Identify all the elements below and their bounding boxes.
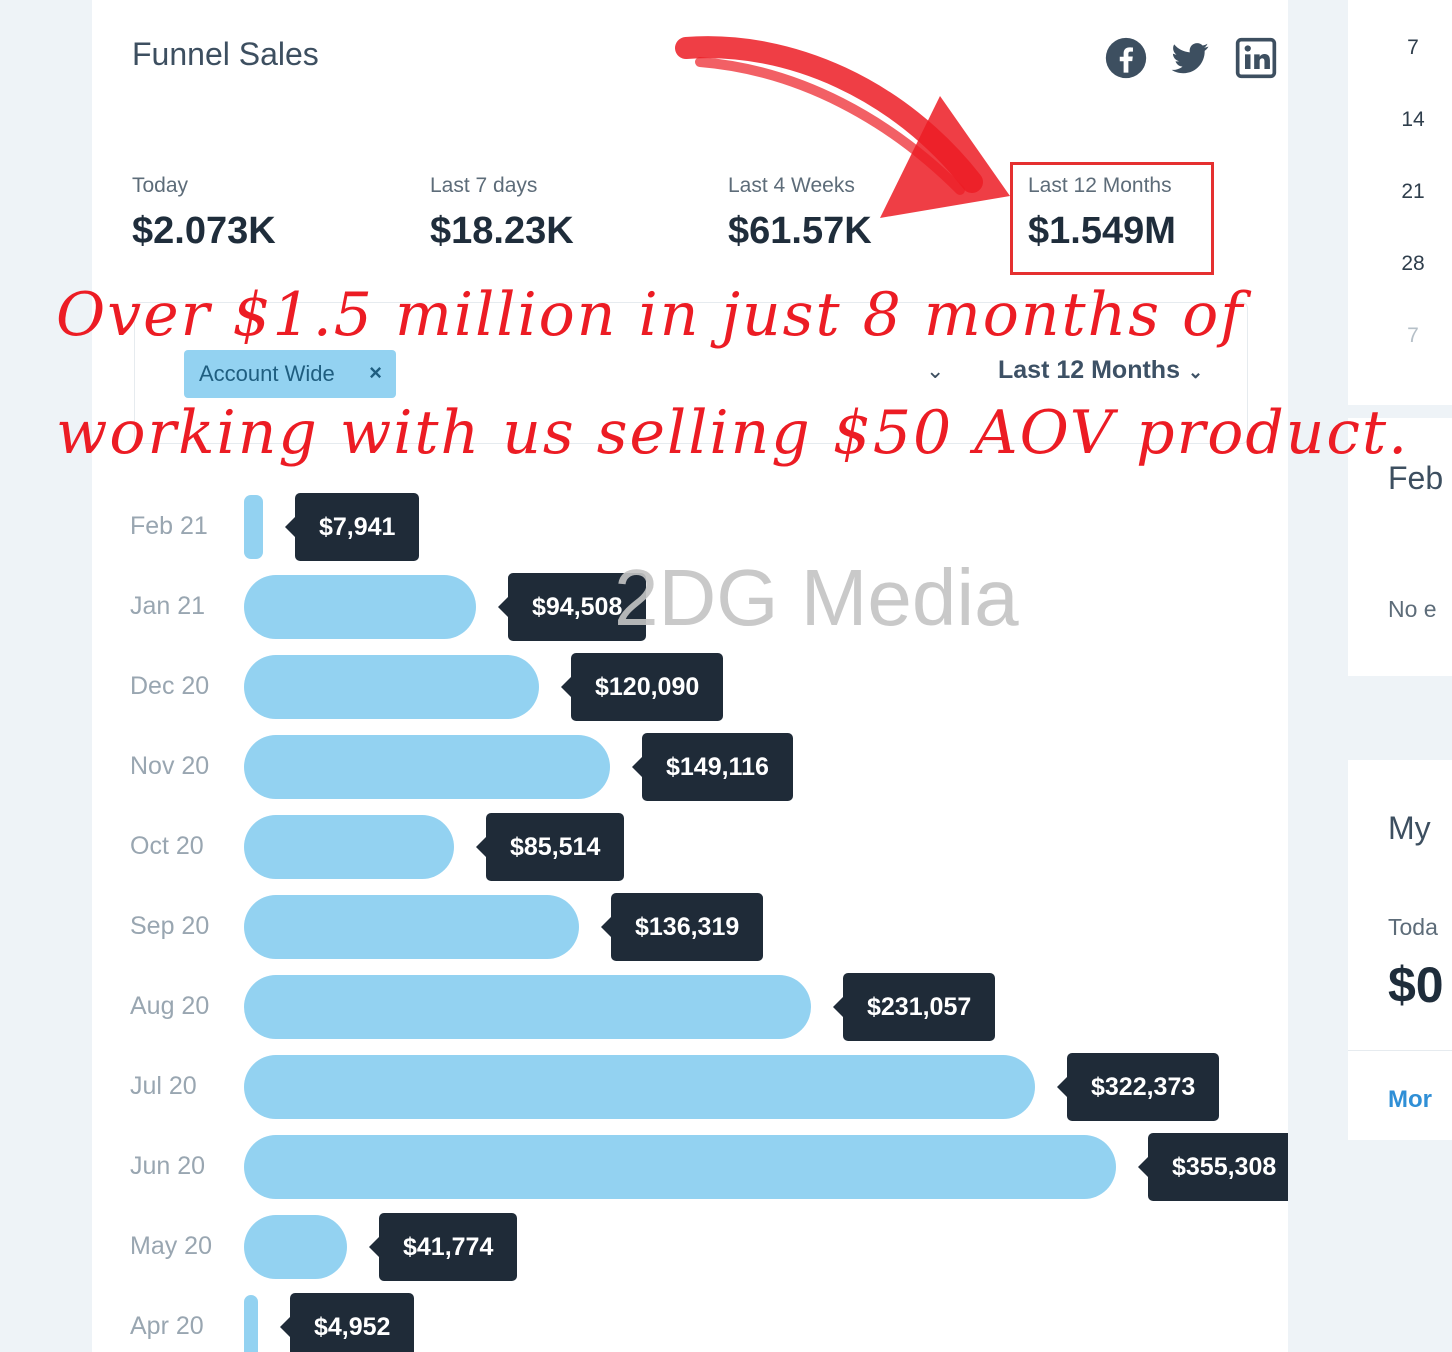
- panel-divider: [1348, 1050, 1452, 1051]
- bar-value-label: $149,116: [632, 733, 793, 801]
- stat-label: Last 4 Weeks: [728, 174, 855, 197]
- chevron-down-icon[interactable]: ⌄: [926, 358, 945, 383]
- bar-value-label: $355,308: [1137, 1133, 1288, 1201]
- bar-label: Oct 20: [130, 832, 204, 860]
- bar[interactable]: [244, 1295, 258, 1352]
- more-link[interactable]: Mor: [1388, 1086, 1432, 1113]
- annotation-line-1: Over $1.5 million in just 8 months of: [56, 280, 1245, 350]
- stat-label: Last 7 days: [430, 174, 538, 197]
- period-label: Last 12 Months: [998, 356, 1180, 384]
- stat-label: Last 12 Months: [1028, 174, 1172, 197]
- bar-value-label: $136,319: [600, 893, 764, 961]
- bar-value-label: $322,373: [1056, 1053, 1220, 1121]
- widget-stat-value: $0: [1388, 957, 1444, 1013]
- events-panel: [1348, 418, 1452, 676]
- twitter-icon[interactable]: [1168, 36, 1212, 80]
- bar[interactable]: [244, 735, 610, 799]
- bar-value-label: $231,057: [832, 973, 996, 1041]
- chip-label: Account Wide: [199, 361, 335, 386]
- account-wide-chip[interactable]: Account Wide ×: [184, 350, 396, 398]
- bar-label: Jul 20: [130, 1072, 197, 1100]
- bar-value-label: $85,514: [475, 813, 625, 881]
- calendar-day[interactable]: 7: [1407, 324, 1419, 347]
- bar-label: Dec 20: [130, 672, 210, 700]
- period-dropdown[interactable]: Last 12 Months ⌄: [998, 356, 1203, 385]
- bar[interactable]: [244, 895, 579, 959]
- chip-remove-icon[interactable]: ×: [369, 360, 382, 385]
- stat-last-12-months: Last 12 Months $1.549M: [1028, 174, 1176, 253]
- bar-value-label: $7,941: [284, 493, 420, 561]
- stat-value: $2.073K: [132, 210, 276, 252]
- calendar-day[interactable]: 14: [1401, 108, 1425, 131]
- calendar-day[interactable]: 7: [1407, 36, 1419, 59]
- my-widget-panel: [1348, 760, 1452, 1140]
- stat-last-4-weeks: Last 4 Weeks $61.57K: [728, 174, 872, 253]
- bar-value-label: $41,774: [368, 1213, 518, 1281]
- events-month: Feb: [1388, 460, 1444, 496]
- stat-value: $1.549M: [1028, 210, 1176, 252]
- calendar-day[interactable]: 21: [1401, 180, 1425, 203]
- filter-bar: [134, 302, 1248, 444]
- bar[interactable]: [244, 1135, 1116, 1199]
- bar-label: Apr 20: [130, 1312, 204, 1340]
- bar-value-label: $4,952: [279, 1293, 415, 1352]
- facebook-icon[interactable]: [1104, 36, 1148, 80]
- watermark: 2DG Media: [614, 553, 1019, 642]
- bar[interactable]: [244, 1215, 347, 1279]
- no-events-text: No e: [1388, 596, 1437, 622]
- linkedin-icon[interactable]: [1234, 36, 1278, 80]
- bar[interactable]: [244, 575, 476, 639]
- bar[interactable]: [244, 495, 263, 559]
- bar-label: Nov 20: [130, 752, 210, 780]
- bar[interactable]: [244, 1055, 1035, 1119]
- stat-value: $18.23K: [430, 210, 574, 252]
- bar-value-label: $120,090: [560, 653, 724, 721]
- annotation-line-2: working with us selling $50 AOV product.: [56, 398, 1410, 468]
- bar-value-label: $94,508: [497, 573, 647, 641]
- bar-label: Sep 20: [130, 912, 210, 940]
- card-title: Funnel Sales: [132, 36, 319, 72]
- bar[interactable]: [244, 655, 539, 719]
- bar-label: Aug 20: [130, 992, 210, 1020]
- bar-label: Feb 21: [130, 512, 208, 540]
- widget-stat-label: Toda: [1388, 914, 1438, 940]
- bar[interactable]: [244, 815, 454, 879]
- bar-label: Jan 21: [130, 592, 206, 620]
- calendar-day[interactable]: 28: [1401, 252, 1425, 275]
- stat-today: Today $2.073K: [132, 174, 276, 253]
- bar[interactable]: [244, 975, 811, 1039]
- widget-title: My: [1388, 810, 1431, 846]
- highlight-box: [1010, 162, 1214, 275]
- stat-value: $61.57K: [728, 210, 872, 252]
- bar-label: May 20: [130, 1232, 212, 1260]
- stat-last-7-days: Last 7 days $18.23K: [430, 174, 574, 253]
- stat-label: Today: [132, 174, 189, 197]
- funnel-sales-card: Funnel Sales Today $2.073K Last 7 days $…: [92, 0, 1288, 1352]
- calendar-panel: [1348, 0, 1452, 405]
- bar-label: Jun 20: [130, 1152, 206, 1180]
- chevron-down-icon: ⌄: [1187, 362, 1204, 382]
